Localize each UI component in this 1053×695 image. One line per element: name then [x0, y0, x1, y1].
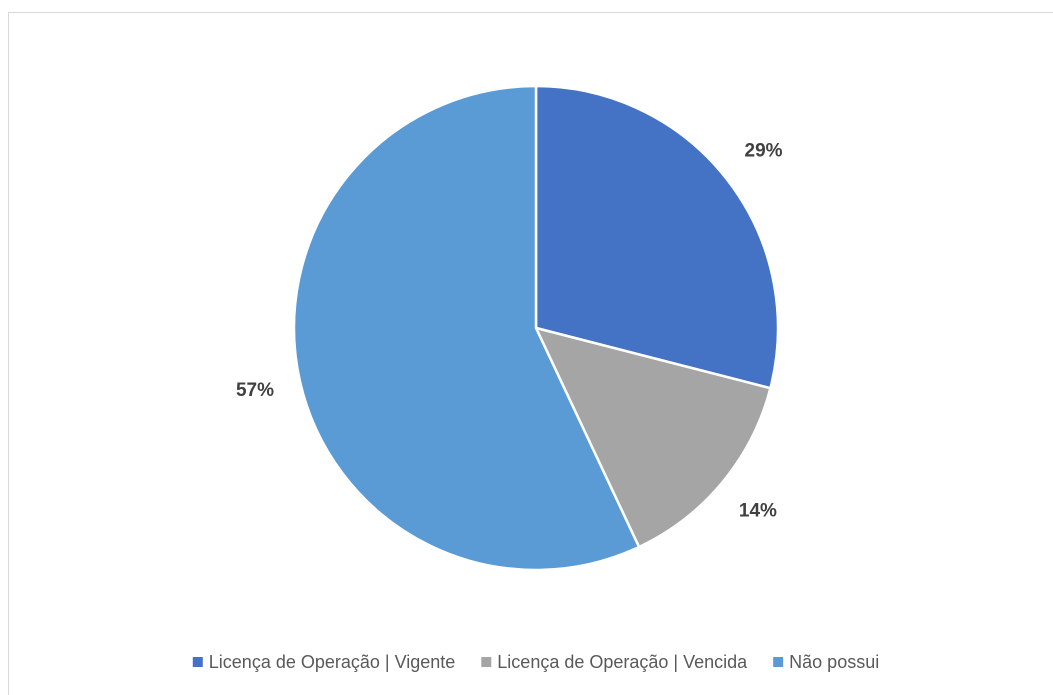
data-label: 57%: [236, 380, 274, 401]
data-labels: 29% 14% 57%: [236, 141, 783, 522]
legend-marker: [192, 657, 203, 667]
data-label: 14%: [739, 501, 777, 522]
legend-label: Não possui: [789, 652, 879, 672]
legend: Licença de Operação | Vigente Licença de …: [192, 652, 879, 672]
pie-slice: [292, 84, 641, 572]
pie-slice: [534, 84, 780, 390]
legend-label: Licença de Operação | Vencida: [497, 652, 748, 672]
pie: [292, 84, 780, 572]
legend-marker: [773, 657, 784, 667]
data-label: 29%: [745, 141, 783, 162]
pie-slice: [533, 326, 772, 549]
legend-label: Licença de Operação | Vigente: [209, 652, 456, 672]
legend-marker: [481, 657, 492, 667]
